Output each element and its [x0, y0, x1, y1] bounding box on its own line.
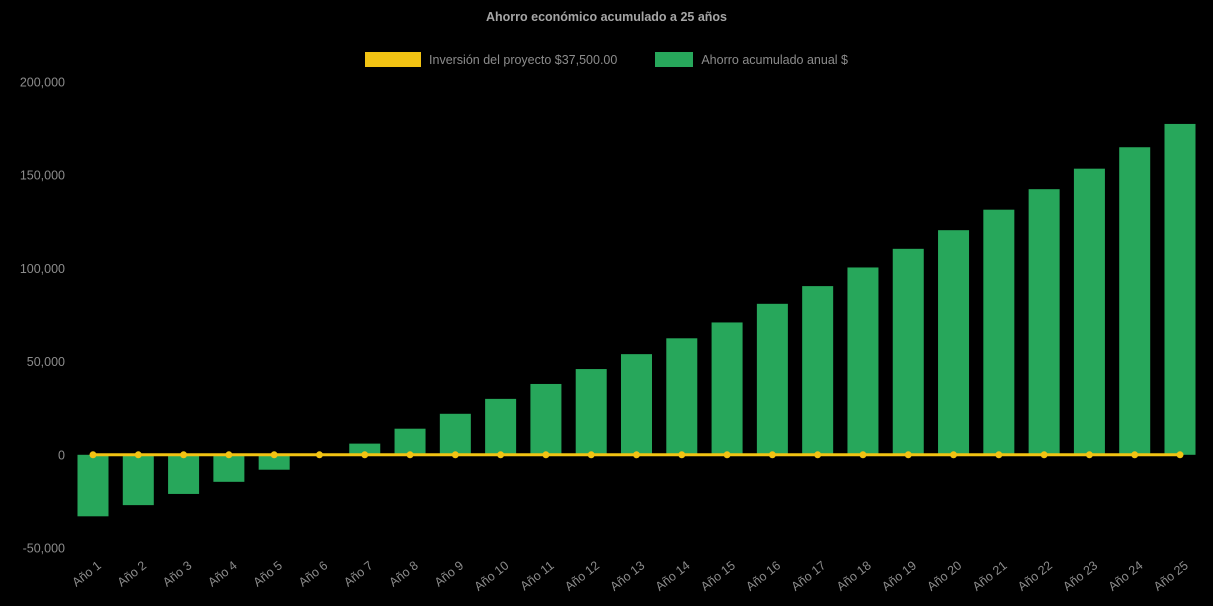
- savings-bar[interactable]: [847, 267, 879, 455]
- x-axis-tick-label: Año 20: [925, 558, 965, 593]
- x-axis-tick-label: Año 25: [1151, 558, 1191, 593]
- investment-line-marker[interactable]: [225, 451, 233, 459]
- savings-bar[interactable]: [394, 428, 426, 455]
- y-axis-tick-label: 0: [58, 448, 65, 462]
- investment-line-marker[interactable]: [89, 451, 97, 459]
- y-axis-tick-label: -50,000: [23, 542, 65, 556]
- investment-line-marker[interactable]: [1085, 451, 1093, 459]
- investment-line-swatch: [365, 52, 422, 67]
- savings-bar[interactable]: [711, 322, 743, 455]
- investment-line-marker[interactable]: [1176, 451, 1184, 459]
- x-axis-tick-label: Año 19: [879, 558, 919, 593]
- savings-bar[interactable]: [621, 354, 652, 455]
- legend-label-savings: Ahorro acumulado anual $: [701, 52, 848, 67]
- savings-bar[interactable]: [892, 248, 924, 455]
- savings-bar[interactable]: [983, 209, 1015, 455]
- investment-line-marker[interactable]: [361, 451, 369, 459]
- investment-line-marker[interactable]: [1131, 451, 1139, 459]
- savings-bar[interactable]: [439, 413, 471, 455]
- x-axis-tick-label: Año 6: [296, 558, 330, 589]
- savings-bar[interactable]: [938, 230, 970, 455]
- x-axis-tick-label: Año 14: [653, 558, 693, 593]
- investment-line-marker[interactable]: [814, 451, 822, 459]
- savings-bar[interactable]: [666, 338, 698, 455]
- x-axis-tick-label: Año 7: [341, 558, 375, 589]
- savings-bar[interactable]: [1119, 147, 1151, 455]
- x-axis-tick-label: Año 4: [205, 558, 239, 589]
- investment-line-marker[interactable]: [497, 451, 505, 459]
- investment-line-marker[interactable]: [180, 451, 188, 459]
- x-axis-tick-label: Año 8: [387, 558, 421, 589]
- savings-bar[interactable]: [1164, 123, 1196, 455]
- x-axis-tick-label: Año 15: [698, 558, 738, 593]
- investment-line-marker[interactable]: [315, 451, 323, 459]
- savings-bar-swatch: [655, 52, 694, 67]
- savings-bar[interactable]: [77, 454, 109, 517]
- x-axis-tick-label: Año 17: [789, 558, 829, 593]
- savings-bar[interactable]: [213, 454, 245, 482]
- y-axis-tick-label: 200,000: [20, 76, 65, 90]
- x-axis-tick-label: Año 22: [1015, 558, 1055, 593]
- investment-line-marker[interactable]: [723, 451, 731, 459]
- investment-line-marker[interactable]: [1040, 451, 1048, 459]
- savings-bar[interactable]: [168, 454, 200, 494]
- investment-line-marker[interactable]: [134, 451, 142, 459]
- savings-bar[interactable]: [122, 454, 154, 506]
- savings-bar[interactable]: [530, 383, 562, 455]
- x-axis-tick-label: Año 10: [472, 558, 512, 593]
- investment-line-marker[interactable]: [633, 451, 640, 459]
- savings-bar[interactable]: [756, 303, 788, 455]
- x-axis-tick-label: Año 21: [970, 558, 1010, 593]
- savings-bar[interactable]: [349, 443, 381, 455]
- investment-line-marker[interactable]: [859, 451, 867, 459]
- investment-line-marker[interactable]: [587, 451, 595, 459]
- x-axis-tick-label: Año 23: [1060, 558, 1100, 593]
- x-axis-tick-label: Año 5: [251, 558, 285, 589]
- y-axis-tick-label: 100,000: [20, 262, 65, 276]
- savings-bar[interactable]: [1073, 168, 1105, 455]
- x-axis-tick-label: Año 18: [834, 558, 874, 593]
- x-axis-tick-label: Año 11: [518, 558, 557, 593]
- x-axis-tick-label: Año 2: [115, 558, 149, 589]
- investment-line-marker[interactable]: [451, 451, 459, 459]
- x-axis-tick-label: Año 1: [69, 558, 103, 589]
- savings-bar[interactable]: [485, 398, 517, 455]
- investment-line-marker[interactable]: [950, 451, 958, 459]
- y-axis-tick-label: 50,000: [27, 355, 65, 369]
- legend-label-investment: Inversión del proyecto $37,500.00: [429, 52, 618, 67]
- investment-line-marker[interactable]: [542, 451, 550, 459]
- legend: Inversión del proyecto $37,500.00 Ahorro…: [0, 52, 1213, 67]
- legend-item-savings[interactable]: Ahorro acumulado anual $: [655, 52, 848, 67]
- y-axis-tick-label: 150,000: [20, 169, 65, 183]
- investment-line-marker[interactable]: [904, 451, 912, 459]
- legend-item-investment[interactable]: Inversión del proyecto $37,500.00: [365, 52, 617, 67]
- investment-line-marker[interactable]: [678, 451, 686, 459]
- x-axis-tick-label: Año 3: [160, 558, 194, 589]
- x-axis-tick-label: Año 9: [432, 558, 466, 589]
- savings-bar[interactable]: [258, 454, 290, 470]
- savings-bar[interactable]: [802, 286, 834, 455]
- savings-bar[interactable]: [575, 369, 607, 455]
- investment-line-marker[interactable]: [406, 451, 414, 459]
- savings-bar[interactable]: [1028, 189, 1060, 455]
- investment-line-marker[interactable]: [995, 451, 1003, 459]
- x-axis-tick-label: Año 24: [1106, 558, 1146, 593]
- x-axis-tick-label: Año 13: [608, 558, 648, 593]
- chart-title: Ahorro económico acumulado a 25 años: [485, 10, 728, 24]
- investment-line-marker[interactable]: [270, 451, 278, 459]
- investment-line-marker[interactable]: [768, 451, 776, 459]
- x-axis-tick-label: Año 12: [562, 558, 602, 593]
- x-axis-tick-label: Año 16: [743, 558, 783, 593]
